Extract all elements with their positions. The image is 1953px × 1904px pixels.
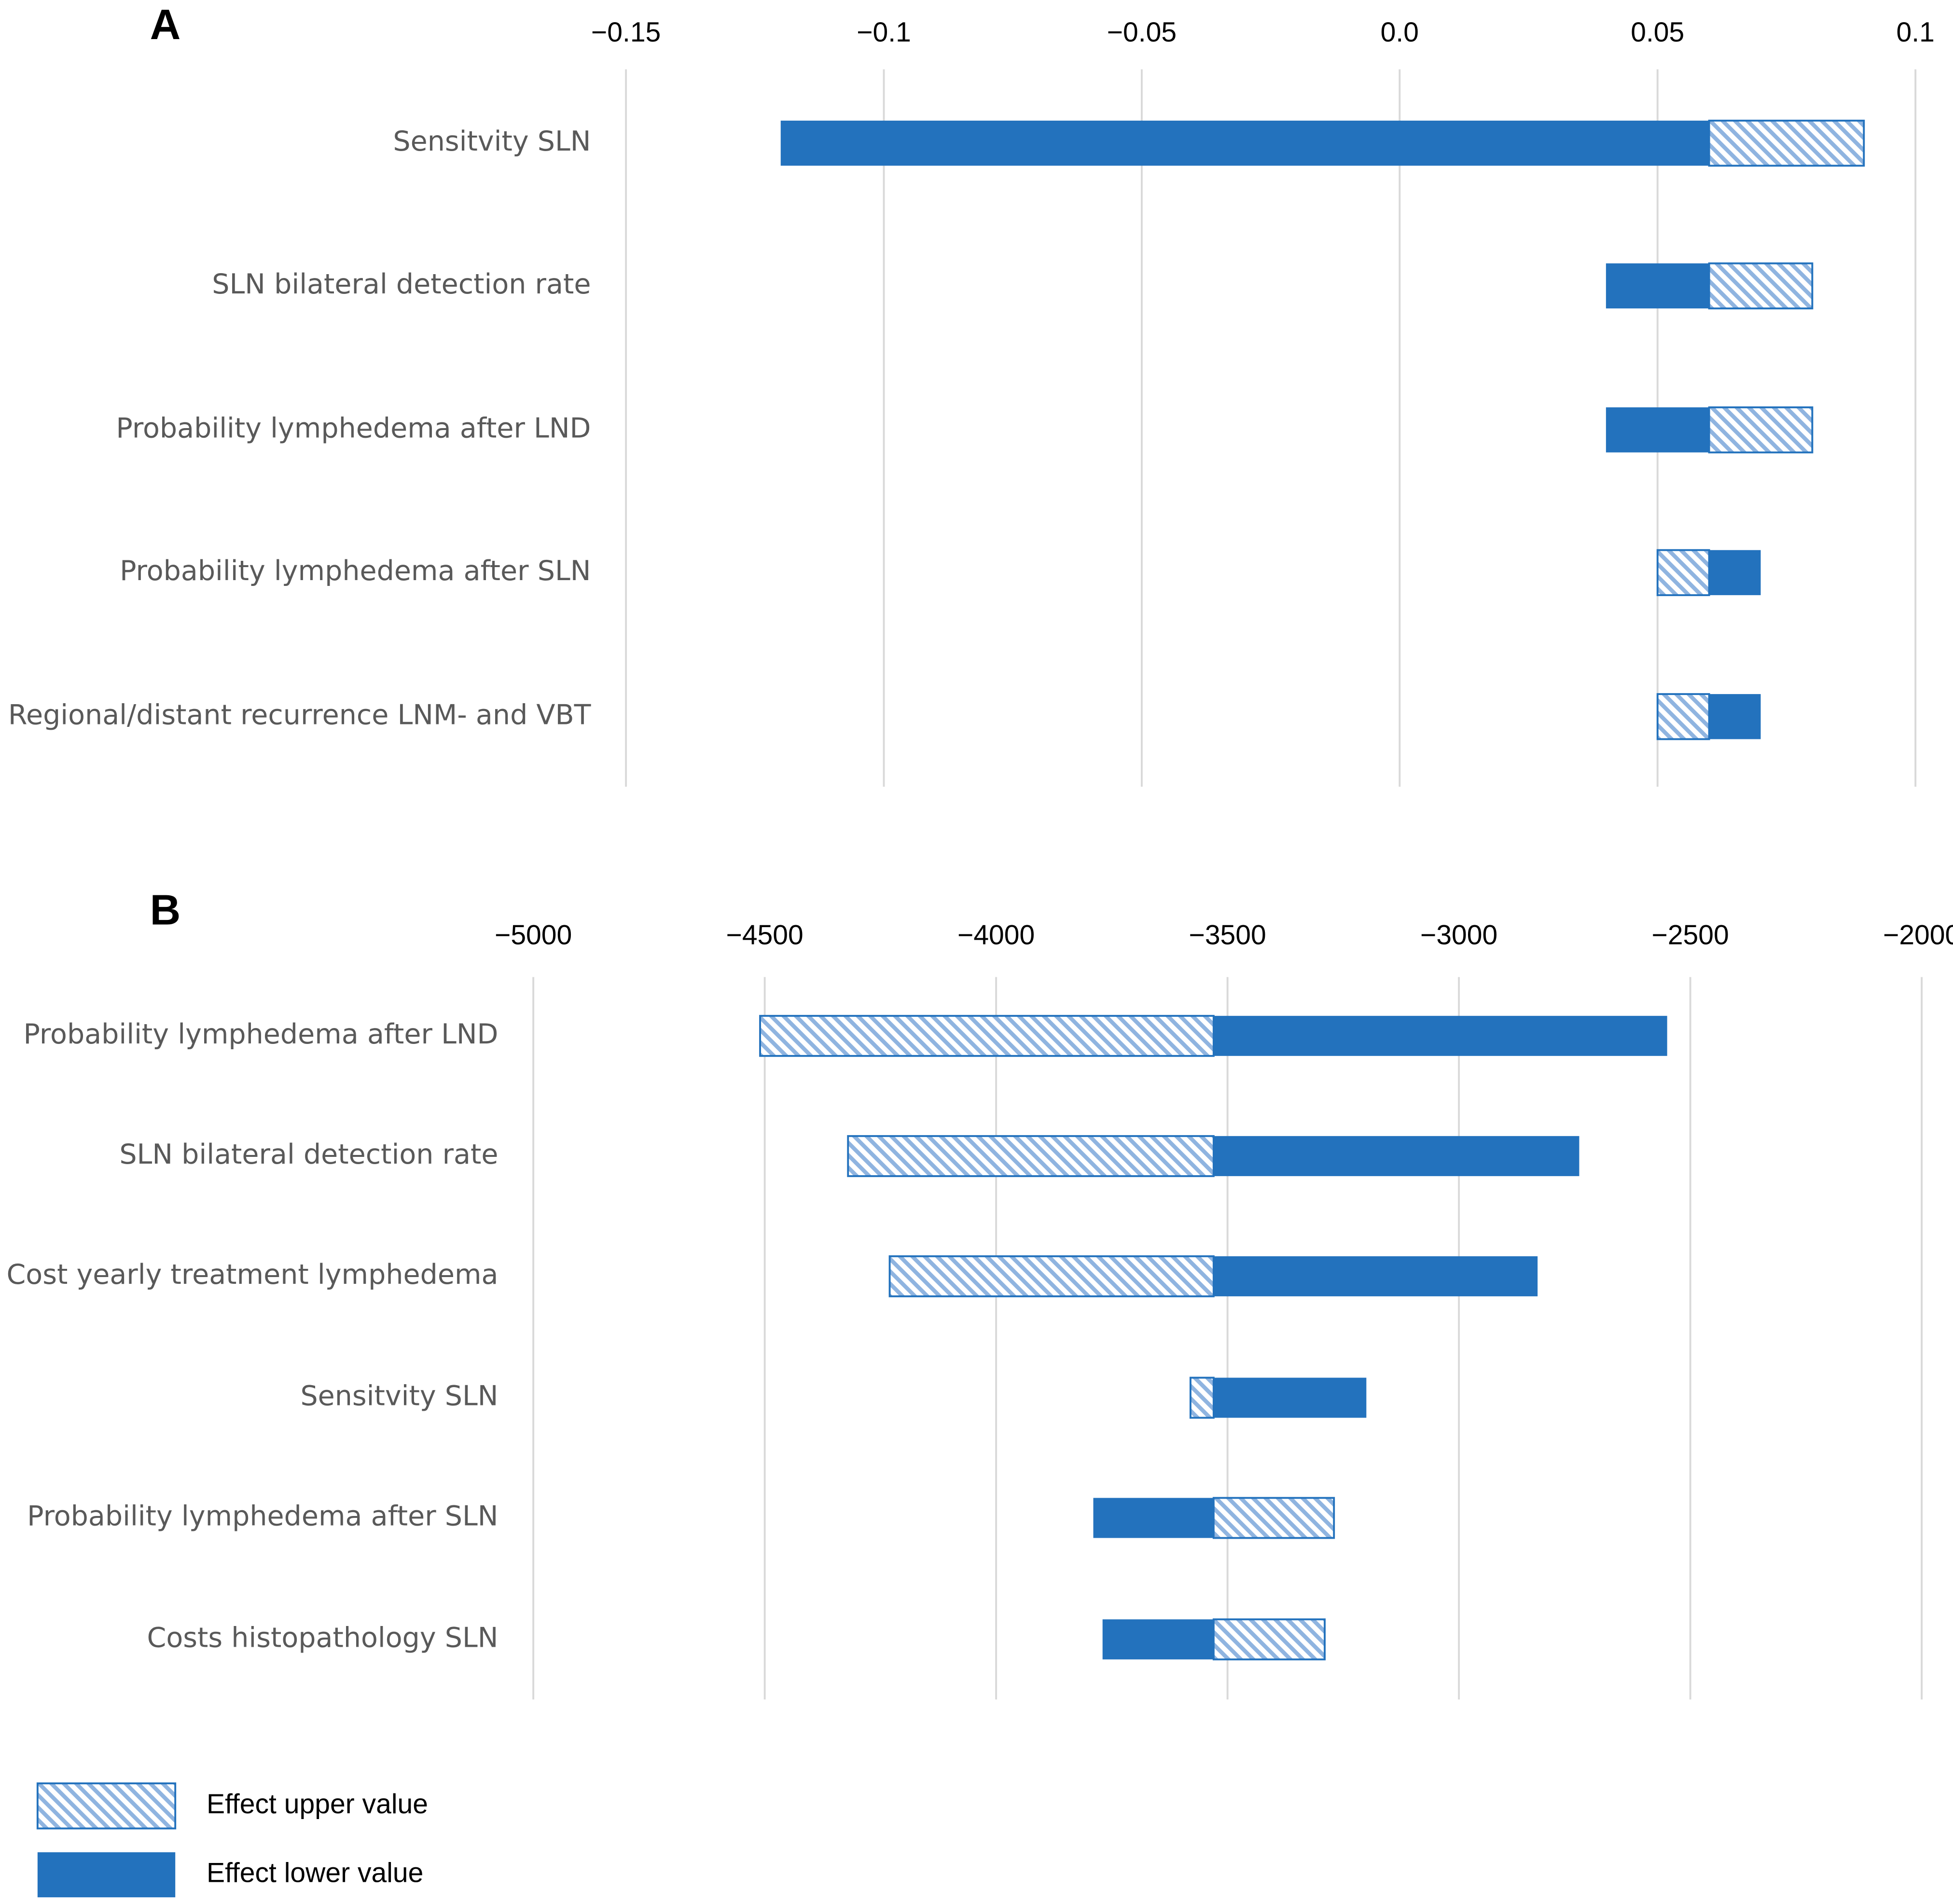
category-label: Cost yearly treatment lymphedema xyxy=(6,1259,498,1291)
bar-lower xyxy=(1213,1015,1667,1056)
bar-upper xyxy=(1708,406,1814,454)
legend-label: Effect upper value xyxy=(207,1789,428,1820)
x-tick-label: 0.0 xyxy=(1381,17,1419,48)
bar-lower xyxy=(1213,1377,1367,1418)
legend-swatch xyxy=(37,1852,176,1898)
bar-lower xyxy=(1213,1136,1579,1176)
bar-lower xyxy=(1102,1619,1214,1660)
bar-upper xyxy=(847,1135,1215,1177)
bar-lower xyxy=(1606,407,1709,453)
x-tick-label: −0.15 xyxy=(591,17,661,48)
bar-lower xyxy=(1709,694,1761,739)
x-tick-label: −5000 xyxy=(495,919,572,950)
bar-lower xyxy=(780,120,1709,166)
category-label: Probability lymphedema after SLN xyxy=(120,555,591,587)
bar-upper xyxy=(1212,1618,1326,1661)
category-label: Probability lymphedema after SLN xyxy=(27,1501,498,1532)
bar-upper xyxy=(1708,262,1814,310)
bar-lower xyxy=(1213,1256,1538,1296)
bar-upper xyxy=(1212,1497,1335,1539)
bar-lower xyxy=(1709,550,1761,596)
bar-upper xyxy=(1708,119,1865,167)
category-label: Sensitvity SLN xyxy=(393,125,591,157)
x-tick-label: −4000 xyxy=(957,919,1035,950)
category-label: Probability lymphedema after LND xyxy=(116,412,591,444)
legend-label: Effect lower value xyxy=(207,1858,423,1889)
bar-upper xyxy=(1656,549,1710,597)
x-tick-label: −2500 xyxy=(1652,919,1729,950)
x-tick-label: −0.05 xyxy=(1107,17,1177,48)
category-label: Sensitvity SLN xyxy=(300,1380,498,1412)
x-tick-label: −2000 xyxy=(1883,919,1953,950)
category-label: SLN bilateral detection rate xyxy=(119,1139,498,1170)
category-label: Costs histopathology SLN xyxy=(147,1622,499,1654)
x-tick-label: −0.1 xyxy=(857,17,911,48)
x-tick-label: 0.1 xyxy=(1897,17,1935,48)
bar-upper xyxy=(888,1255,1215,1297)
bar-lower xyxy=(1606,263,1709,309)
bar-upper xyxy=(1656,693,1710,740)
x-tick-label: −3500 xyxy=(1189,919,1266,950)
bar-upper xyxy=(759,1015,1215,1057)
x-tick-label: 0.05 xyxy=(1631,17,1684,48)
panel-title: A xyxy=(150,0,181,48)
bar-upper xyxy=(1189,1376,1215,1419)
x-tick-label: −4500 xyxy=(726,919,803,950)
category-label: Regional/distant recurrence LNM- and VBT xyxy=(8,699,592,731)
legend-swatch xyxy=(36,1782,177,1830)
category-label: SLN bilateral detection rate xyxy=(212,268,591,300)
x-tick-label: −3000 xyxy=(1420,919,1497,950)
bar-lower xyxy=(1093,1498,1214,1538)
category-label: Probability lymphedema after LND xyxy=(23,1018,498,1050)
panel-title: B xyxy=(150,886,181,933)
